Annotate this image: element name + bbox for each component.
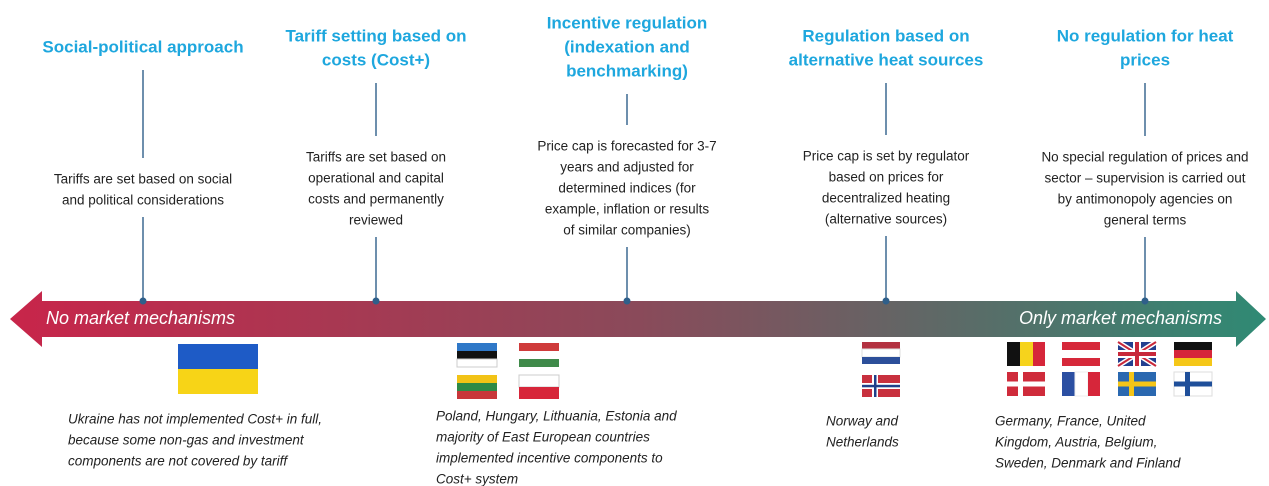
column-description: by antimonopoly agencies on [1058,192,1233,207]
country-caption: Cost+ system [436,472,518,486]
column-description: Price cap is set by regulator [803,149,970,164]
column-description: example, inflation or results [545,202,710,217]
column-description: costs and permanently [308,192,444,207]
country-caption: majority of East European countries [436,430,650,445]
column-description: (alternative sources) [825,212,947,227]
column-title: Tariff setting based on [285,26,466,45]
country-caption: components are not covered by tariff [68,454,288,469]
scale-point [1141,297,1149,305]
scale-point [882,297,890,305]
country-caption: Poland, Hungary, Lithuania, Estonia and [436,409,677,424]
column-description: Price cap is forecasted for 3-7 [537,139,716,154]
country-caption: implemented incentive components to [436,451,663,466]
column-title: prices [1120,50,1170,69]
column-title: costs (Cost+) [322,50,430,69]
country-caption: Sweden, Denmark and Finland [995,456,1181,471]
column-description: Tariffs are set based on social [54,172,232,187]
column-title: Social-political approach [42,37,243,56]
country-caption: Germany, France, United [995,414,1146,429]
country-caption: Norway and [826,414,899,429]
column-description: operational and capital [308,171,444,186]
column-title: Incentive regulation [547,13,708,32]
column-title: (indexation and [564,37,690,56]
country-caption: Netherlands [826,435,899,450]
column-title: Regulation based on [802,26,969,45]
scale-point [139,297,147,305]
country-caption: Kingdom, Austria, Belgium, [995,435,1157,450]
column-description: years and adjusted for [560,160,694,175]
column-description: based on prices for [829,170,944,185]
column-description: general terms [1104,213,1187,228]
column-description: decentralized heating [822,191,950,206]
column-description: reviewed [349,213,403,228]
scale-point [623,297,631,305]
country-caption: Ukraine has not implemented Cost+ in ful… [68,412,322,427]
column-description: of similar companies) [563,223,691,238]
column-description: No special regulation of prices and [1041,150,1248,165]
column-title: benchmarking) [566,61,688,80]
column-title: No regulation for heat [1057,26,1234,45]
country-caption: because some non-gas and investment [68,433,305,448]
arrow-left-label: No market mechanisms [46,308,235,328]
column-description: determined indices (for [558,181,696,196]
column-description: Tariffs are set based on [306,150,446,165]
column-title: alternative heat sources [789,50,984,69]
flags [178,339,1213,399]
column-description: sector – supervision is carried out [1044,171,1245,186]
scale-arrow [10,291,1266,347]
arrow-right-label: Only market mechanisms [1019,308,1222,328]
scale-point [372,297,380,305]
column-description: and political considerations [62,193,224,208]
